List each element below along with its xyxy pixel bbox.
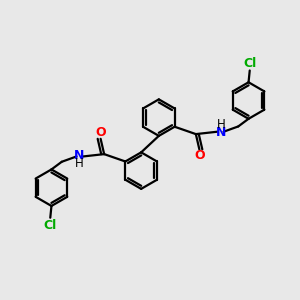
Text: N: N	[74, 149, 84, 162]
Text: O: O	[95, 126, 106, 139]
Text: O: O	[194, 149, 205, 162]
Text: Cl: Cl	[44, 219, 57, 232]
Text: Cl: Cl	[243, 57, 256, 70]
Text: H: H	[217, 118, 225, 131]
Text: N: N	[216, 126, 226, 140]
Text: H: H	[75, 157, 83, 170]
